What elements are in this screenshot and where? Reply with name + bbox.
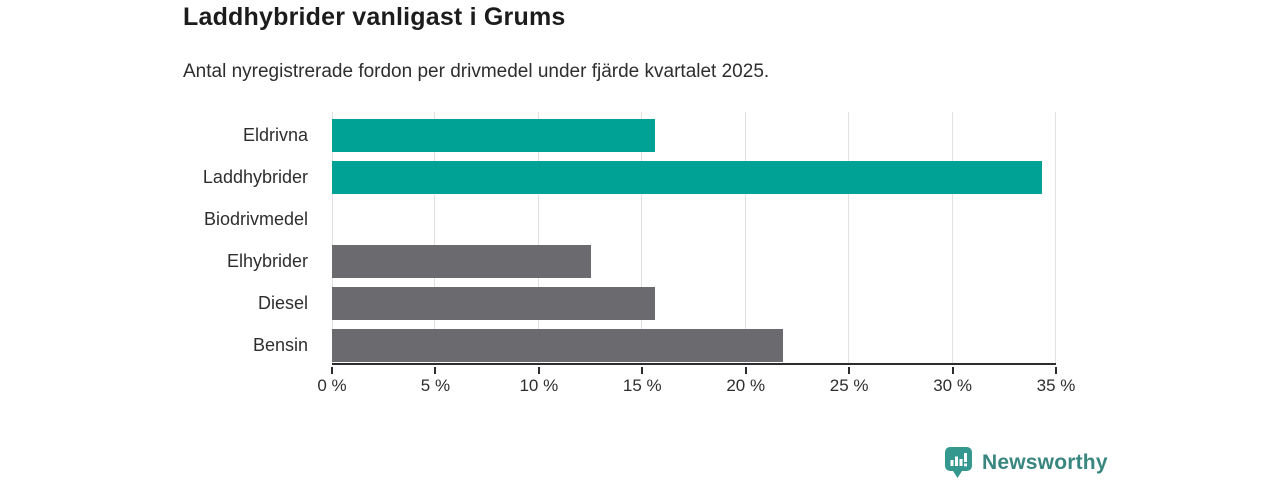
x-tick-label: 30 % bbox=[933, 376, 972, 395]
gridline bbox=[952, 112, 953, 363]
category-axis: Eldrivna Laddhybrider Biodrivmedel Elhybrid… bbox=[0, 112, 320, 365]
logo-bar-2 bbox=[955, 456, 958, 466]
bar-laddhybrider bbox=[332, 161, 1042, 194]
x-tick-label: 15 % bbox=[622, 376, 662, 395]
newsworthy-logo: Newsworthy bbox=[943, 446, 1108, 479]
x-tick-mark bbox=[848, 367, 851, 374]
gridline bbox=[434, 112, 435, 363]
logo-bubble-shape bbox=[945, 447, 972, 478]
category-label-laddhybrider: Laddhybrider bbox=[202, 167, 308, 187]
category-label-biodrivmedel: Biodrivmedel bbox=[203, 209, 308, 229]
category-label-elhybrider: Elhybrider bbox=[226, 251, 308, 271]
x-axis: 0 % 5 % 10 % 15 % 20 % 25 % 30 % 35 % bbox=[317, 365, 1075, 405]
x-tick-label: 5 % bbox=[420, 376, 451, 395]
x-tick-mark bbox=[951, 367, 954, 374]
x-tick-mark bbox=[641, 367, 644, 374]
x-tick-label: 20 % bbox=[726, 376, 766, 395]
logo-bar-3 bbox=[959, 459, 963, 466]
gridline bbox=[745, 112, 746, 363]
bar-eldrivna bbox=[332, 119, 655, 152]
gridline bbox=[848, 112, 849, 363]
logo-exclamation-dot bbox=[964, 463, 967, 467]
x-tick-mark bbox=[1055, 367, 1057, 374]
bar-bensin bbox=[332, 329, 783, 362]
category-label-bensin: Bensin bbox=[252, 335, 308, 355]
plot-area bbox=[332, 112, 1056, 365]
x-tick-label: 35 % bbox=[1036, 376, 1076, 395]
logo-exclamation-stem bbox=[964, 453, 967, 462]
x-tick-mark bbox=[331, 367, 333, 374]
gridline bbox=[332, 112, 333, 363]
x-tick-label: 10 % bbox=[519, 376, 559, 395]
x-tick-label: 0 % bbox=[317, 376, 347, 395]
x-tick-label: 25 % bbox=[829, 376, 869, 395]
gridline bbox=[1055, 112, 1056, 363]
gridline bbox=[641, 112, 642, 363]
bar-diesel bbox=[332, 287, 655, 320]
logo-bar-1 bbox=[950, 460, 954, 466]
gridline bbox=[538, 112, 539, 363]
x-tick-mark bbox=[434, 367, 437, 374]
category-label-diesel: Diesel bbox=[257, 293, 308, 313]
bar-elhybrider bbox=[332, 245, 591, 278]
x-tick-mark bbox=[744, 367, 747, 374]
chart-title: Laddhybrider vanligast i Grums bbox=[183, 3, 566, 31]
category-label-eldrivna: Eldrivna bbox=[242, 125, 308, 145]
x-tick-mark bbox=[537, 367, 540, 374]
chart-subtitle: Antal nyregistrerade fordon per drivmede… bbox=[183, 61, 770, 82]
bar-chart-speech-bubble-icon bbox=[943, 446, 974, 479]
newsworthy-brand-text: Newsworthy bbox=[982, 450, 1108, 474]
